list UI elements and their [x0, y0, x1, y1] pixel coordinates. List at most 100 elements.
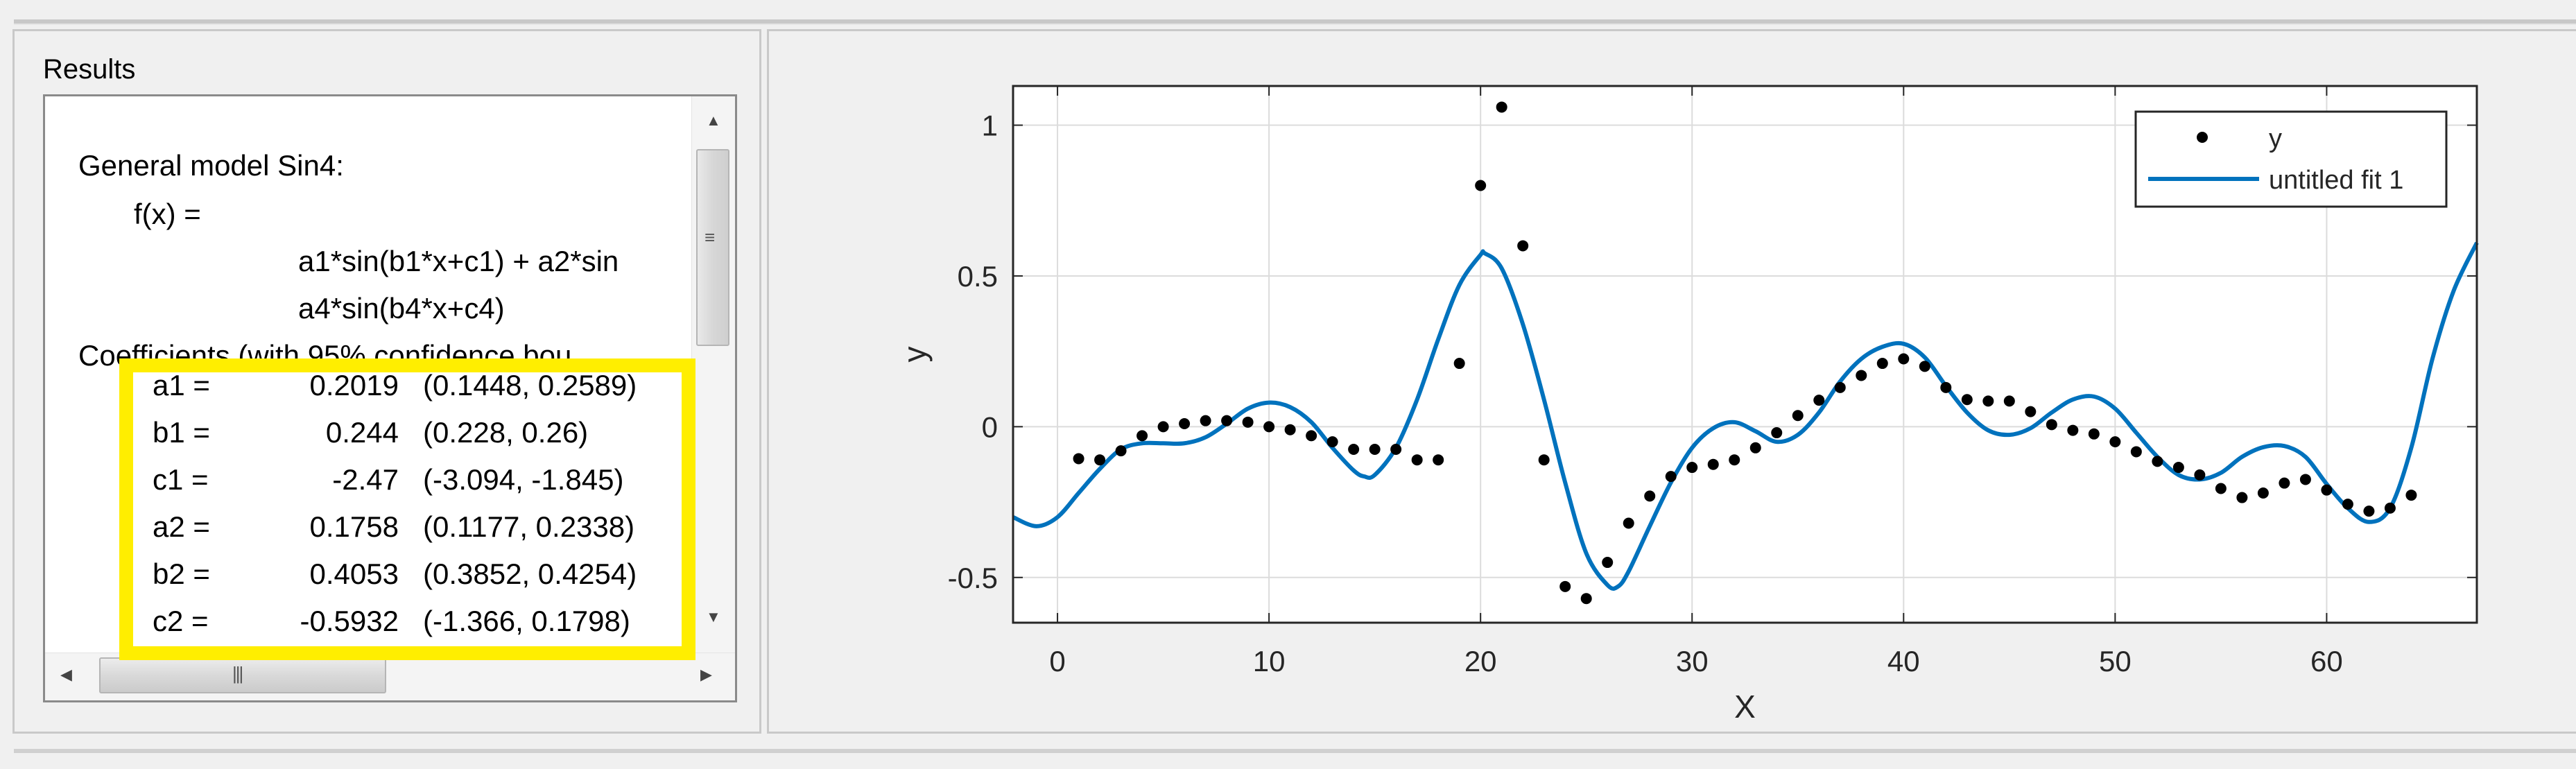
- data-point: [1348, 443, 1360, 455]
- results-text-area[interactable]: General model Sin4: f(x) = a1*sin(b1*x+c…: [43, 94, 737, 702]
- x-tick-label: 10: [1253, 645, 1286, 677]
- data-point: [2321, 484, 2333, 496]
- data-point: [1898, 353, 1910, 365]
- data-point: [1242, 416, 1254, 428]
- legend-label-y: y: [2269, 124, 2282, 153]
- coef-name: b1 =: [153, 416, 210, 449]
- coef-interval: (-3.094, -1.845): [423, 463, 624, 496]
- grip-icon: |||: [232, 663, 243, 684]
- data-point: [2130, 446, 2142, 458]
- data-point: [1263, 421, 1275, 433]
- coef-name: c2 =: [153, 605, 209, 637]
- coef-interval: (0.1177, 0.2338): [423, 510, 635, 543]
- data-point: [2194, 469, 2206, 481]
- coef-name: a2 =: [153, 510, 210, 543]
- y-tick-label: 1: [982, 110, 998, 142]
- data-point: [2299, 474, 2311, 485]
- data-point: [2236, 492, 2248, 503]
- data-point: [2342, 499, 2353, 510]
- vertical-scroll-thumb[interactable]: ≡: [696, 149, 729, 346]
- data-point: [2046, 419, 2057, 431]
- y-tick-label: 0.5: [958, 260, 998, 293]
- legend: [2134, 110, 2448, 208]
- data-point: [2257, 487, 2269, 499]
- data-point: [1326, 436, 1338, 448]
- data-point: [1475, 180, 1487, 191]
- data-point: [2215, 483, 2227, 494]
- coef-value: -2.47: [332, 463, 399, 496]
- horizontal-scroll-thumb[interactable]: |||: [99, 657, 386, 693]
- data-point: [1453, 358, 1465, 370]
- x-tick-label: 60: [2310, 645, 2343, 677]
- y-axis-label: y: [897, 347, 933, 363]
- data-point: [1559, 580, 1571, 592]
- data-point: [1094, 454, 1106, 466]
- x-tick-label: 0: [1049, 645, 1065, 677]
- data-point: [1602, 557, 1614, 569]
- data-point: [1073, 453, 1084, 465]
- data-point: [2172, 462, 2184, 474]
- data-point: [2405, 490, 2417, 501]
- data-point: [1306, 430, 1317, 442]
- data-point: [2152, 456, 2163, 467]
- data-point: [1580, 593, 1592, 605]
- scroll-left-icon[interactable]: ◀: [60, 666, 72, 683]
- data-point: [1200, 415, 1211, 426]
- data-point: [2109, 436, 2121, 448]
- coef-interval: (0.3852, 0.4254): [423, 558, 637, 590]
- data-point: [1749, 442, 1761, 453]
- data-point: [2384, 502, 2396, 514]
- data-point: [1411, 454, 1423, 466]
- data-point: [1538, 454, 1550, 466]
- coef-value: -0.5932: [300, 605, 399, 637]
- model-name: General model Sin4:: [78, 149, 344, 182]
- coef-interval: (0.228, 0.26): [423, 416, 589, 449]
- horizontal-scrollbar[interactable]: ◀ ||| ▶: [45, 653, 735, 700]
- x-tick-label: 20: [1464, 645, 1497, 677]
- data-point: [1919, 361, 1930, 372]
- legend-marker-y: [2197, 132, 2208, 143]
- coef-interval: (-1.366, 0.1798): [423, 605, 630, 637]
- coef-value: 0.4053: [309, 558, 399, 590]
- model-formula-line-1: a1*sin(b1*x+c1) + a2*sin: [298, 245, 619, 277]
- data-point: [1115, 445, 1127, 457]
- data-point: [1221, 415, 1233, 426]
- data-point: [1665, 471, 1677, 483]
- data-point: [1686, 462, 1698, 474]
- data-point: [1813, 395, 1825, 406]
- data-point: [2279, 477, 2290, 489]
- data-point: [1729, 454, 1740, 466]
- vertical-scrollbar[interactable]: ▲ ≡ ▼: [691, 96, 735, 655]
- data-point: [1644, 490, 1656, 502]
- coef-value: 0.1758: [309, 510, 399, 543]
- x-tick-label: 40: [1887, 645, 1920, 677]
- data-point: [1179, 418, 1191, 430]
- data-point: [1940, 381, 1952, 393]
- coef-value: 0.244: [325, 416, 399, 449]
- data-point: [2067, 424, 2079, 436]
- top-divider: [14, 19, 2576, 25]
- y-tick-label: 0: [982, 411, 998, 443]
- data-point: [1157, 421, 1169, 433]
- y-tick-label: -0.5: [948, 562, 998, 594]
- data-point: [1834, 381, 1846, 393]
- model-formula-line-2: a4*sin(b4*x+c4): [298, 292, 505, 325]
- data-point: [1369, 443, 1381, 455]
- scroll-down-icon[interactable]: ▼: [706, 608, 721, 625]
- fit-line: [1012, 241, 2479, 591]
- scroll-up-icon[interactable]: ▲: [706, 112, 721, 129]
- scroll-right-icon[interactable]: ▶: [700, 666, 712, 683]
- data-point: [1623, 517, 1634, 529]
- data-point: [1771, 427, 1783, 439]
- data-point: [1517, 240, 1529, 252]
- x-tick-label: 30: [1676, 645, 1709, 677]
- x-axis-label: X: [1734, 689, 1756, 725]
- data-point: [1961, 394, 1973, 406]
- data-point: [2088, 428, 2100, 440]
- coef-name: c1 =: [153, 463, 209, 496]
- data-point: [1136, 430, 1148, 442]
- grip-icon: ≡: [704, 227, 715, 248]
- data-point: [2025, 406, 2037, 417]
- data-point: [1433, 454, 1444, 466]
